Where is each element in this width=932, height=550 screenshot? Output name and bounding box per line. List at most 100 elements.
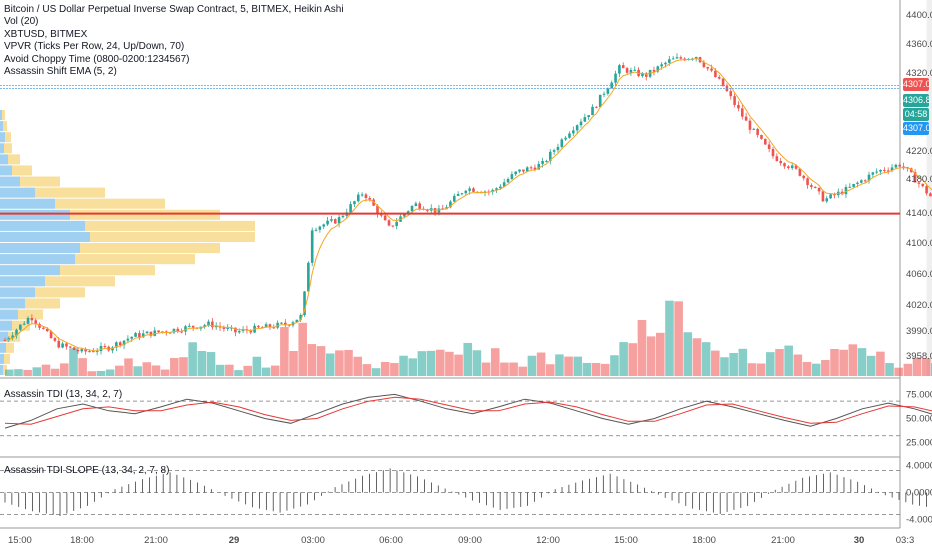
legend-symbol[interactable]: XBTUSD, BITMEX [4,28,88,40]
volume-bar [399,355,408,376]
volume-bar [885,363,894,376]
vp-down-row [4,143,12,154]
candle-body [675,57,679,59]
candle-body [322,224,326,227]
legend-ema[interactable]: Assassin Shift EMA (5, 2) [4,66,117,78]
vp-down-row [90,231,255,242]
volume-bar [912,357,922,376]
vp-up-row [0,276,45,287]
candle-body [387,220,391,226]
candle-body [349,204,352,213]
candle-body [825,198,829,202]
volume-bar [894,367,903,376]
countdown-tag: 04:58 [903,108,929,121]
candle-body [395,221,398,227]
candle-body [894,164,898,168]
price-tick-label: 4220.0 [906,146,932,157]
price-tick-label: 4400.0 [906,10,932,21]
time-tick-label: 21:00 [144,535,168,546]
vp-up-row [0,298,25,309]
volume-bar [417,351,427,376]
candle-body [548,151,552,161]
candle-body [22,323,26,325]
volume-bar [243,365,252,376]
candle-body [767,144,771,149]
candle-body [92,351,95,353]
candle-body [752,128,756,130]
candle-body [414,203,418,206]
candle-body [579,121,583,126]
candle-body [618,65,621,74]
vp-down-row [70,209,220,220]
candle-body [38,324,41,328]
candle-body [852,183,855,187]
candle-body [568,133,571,138]
time-tick-label: 03:00 [301,535,325,546]
candle-body [499,186,502,189]
slope-title[interactable]: Assassin TDI SLOPE (13, 34, 2, 7, 8) [4,465,170,476]
candle-body [764,138,767,145]
time-tick-label: 06:00 [379,535,403,546]
candle-body [552,150,556,152]
horizontal-line[interactable] [0,85,900,215]
volume-bar [353,356,362,376]
candle-body [95,351,99,353]
vp-up-row [0,220,85,231]
candle-body [26,318,30,324]
candle-body [176,328,180,332]
candle-body [848,186,852,188]
candle-body [810,184,813,187]
candle-body [510,174,514,180]
candle-body [602,93,606,95]
vp-down-row [85,220,255,231]
time-tick-label: 30 [854,535,865,546]
slope-pane [0,468,927,516]
volume-bar [472,350,482,376]
tdi-title[interactable]: Assassin TDI (13, 34, 2, 7) [4,389,123,400]
vp-down-row [5,132,11,143]
candle-body [268,324,272,328]
volume-bar [188,342,197,376]
time-tick-label: 15:00 [8,535,32,546]
time-tick-label: 21:00 [771,535,795,546]
volume-bar [674,301,683,376]
legend-vpvr[interactable]: VPVR (Ticks Per Row, 24, Up/Down, 70) [4,41,185,53]
candle-body [491,189,494,192]
volume-bar [481,362,491,376]
candle-body [391,225,395,227]
candle-body [702,62,706,67]
price-tick-label: 4020.0 [906,300,932,311]
volume-bar [518,366,528,376]
candle-body [817,187,821,192]
legend-choppy[interactable]: Avoid Choppy Time (0800-0200:1234567) [4,53,190,65]
candle-body [333,219,337,224]
candle-body [445,207,448,210]
candle-body [226,327,230,329]
time-tick-label: 18:00 [692,535,716,546]
candle-body [307,262,310,292]
volume-bar [5,369,14,376]
volume-bar [115,365,124,376]
candle-body [314,229,318,231]
candle-body [141,333,145,338]
candle-body [863,180,867,182]
volume-bar [766,352,775,376]
candle-body [65,343,68,347]
volume-bar [747,363,757,376]
volume-bar [298,322,307,376]
candle-body [372,199,375,206]
volume-bar [720,357,729,376]
volume-bar [600,363,610,376]
candle-body [790,165,794,169]
volume-bars [5,300,932,376]
candle-body [537,163,541,170]
volume-bar [426,350,436,376]
volume-bar [793,354,803,376]
candle-body [802,175,806,179]
legend-vol[interactable]: Vol (20) [4,16,39,28]
legend-title[interactable]: Bitcoin / US Dollar Perpetual Inverse Sw… [4,4,344,15]
volume-bar [665,300,674,376]
candle-body [756,128,759,135]
candle-body [917,182,921,184]
